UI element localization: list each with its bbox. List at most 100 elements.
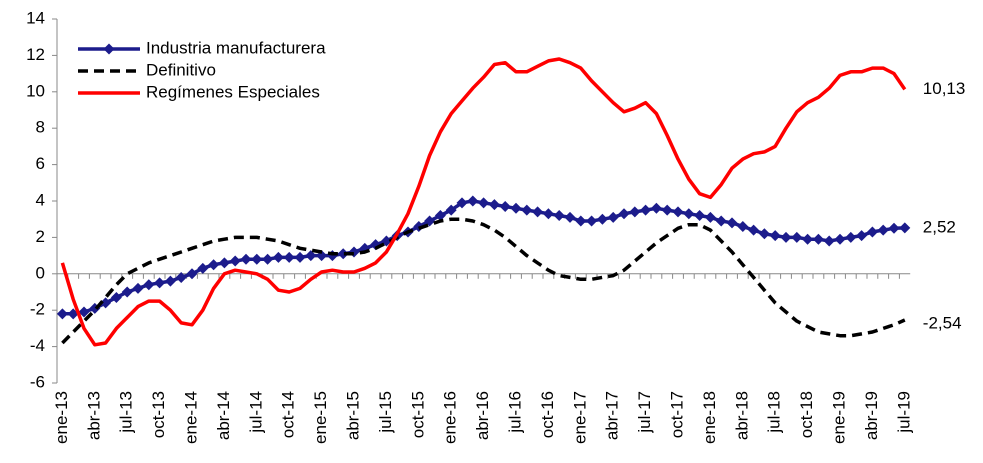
marker [467, 195, 479, 207]
x-tick-label: abr-17 [603, 391, 622, 440]
y-tick-label: 14 [26, 8, 45, 27]
marker [715, 215, 727, 227]
y-tick-label: 12 [26, 45, 45, 64]
y-tick-label: 10 [26, 81, 45, 100]
y-tick-label: -6 [30, 372, 45, 391]
marker [488, 199, 500, 211]
legend-label: Regímenes Especiales [146, 82, 320, 101]
marker [694, 210, 706, 222]
x-tick-label: jul-13 [117, 391, 136, 434]
marker [445, 204, 457, 216]
legend-marker [103, 43, 115, 55]
marker [294, 251, 306, 263]
marker [629, 206, 641, 218]
marker [229, 255, 241, 267]
x-tick-label: jul-15 [376, 391, 395, 434]
marker [175, 271, 187, 283]
marker [672, 206, 684, 218]
x-tick-label: ene-18 [700, 391, 719, 444]
x-tick-label: abr-14 [214, 391, 233, 440]
x-tick-label: jul-17 [635, 391, 654, 434]
marker [110, 291, 122, 303]
end-label: 2,52 [923, 217, 956, 236]
marker [240, 253, 252, 265]
y-tick-label: -4 [30, 336, 45, 355]
marker [121, 286, 133, 298]
x-tick-label: jul-16 [505, 391, 524, 434]
marker [305, 250, 317, 262]
marker [866, 226, 878, 238]
marker [78, 306, 90, 318]
marker [542, 208, 554, 220]
marker [823, 235, 835, 247]
marker [596, 213, 608, 225]
x-tick-label: ene-15 [311, 391, 330, 444]
marker [780, 231, 792, 243]
y-tick-label: 8 [36, 118, 45, 137]
x-tick-label: oct-14 [279, 391, 298, 438]
marker [197, 262, 209, 274]
marker [661, 204, 673, 216]
marker [650, 202, 662, 214]
marker [186, 268, 198, 280]
series-line [60, 57, 907, 347]
marker [208, 259, 220, 271]
marker [640, 204, 652, 216]
marker [812, 233, 824, 245]
x-tick-label: ene-13 [52, 391, 71, 444]
series-line [62, 199, 905, 316]
x-tick-label: abr-19 [862, 391, 881, 440]
x-tick-label: oct-15 [408, 391, 427, 438]
marker [564, 211, 576, 223]
y-tick-label: 0 [36, 263, 45, 282]
marker [802, 233, 814, 245]
marker [143, 279, 155, 291]
end-label: 10,13 [923, 79, 966, 98]
end-label: -2,54 [923, 314, 962, 333]
marker [877, 224, 889, 236]
x-tick-label: oct-18 [797, 391, 816, 438]
marker [154, 277, 166, 289]
marker [251, 253, 263, 265]
marker [791, 231, 803, 243]
x-tick-label: ene-14 [181, 391, 200, 444]
marker [553, 210, 565, 222]
x-tick-label: jul-14 [246, 391, 265, 434]
marker [262, 253, 274, 265]
marker [726, 217, 738, 229]
y-tick-label: 6 [36, 154, 45, 173]
series-line [61, 217, 906, 345]
marker [845, 231, 857, 243]
marker [434, 210, 446, 222]
marker [607, 211, 619, 223]
marker [748, 224, 760, 236]
marker [899, 222, 911, 234]
marker [618, 208, 630, 220]
x-tick-label: abr-16 [473, 391, 492, 440]
marker [683, 208, 695, 220]
marker [56, 308, 68, 320]
marker [834, 233, 846, 245]
marker [132, 282, 144, 294]
x-tick-label: ene-19 [829, 391, 848, 444]
marker [283, 251, 295, 263]
marker [337, 248, 349, 260]
x-tick-label: ene-17 [570, 391, 589, 444]
marker [100, 297, 112, 309]
x-tick-label: oct-17 [667, 391, 686, 438]
marker [478, 197, 490, 209]
marker [737, 220, 749, 232]
x-tick-label: abr-15 [343, 391, 362, 440]
x-tick-label: jul-19 [894, 391, 913, 434]
marker [758, 228, 770, 240]
marker [456, 197, 468, 209]
marker [348, 246, 360, 258]
marker [499, 200, 511, 212]
marker [218, 257, 230, 269]
marker [532, 206, 544, 218]
x-tick-label: abr-18 [732, 391, 751, 440]
y-tick-label: 4 [36, 190, 45, 209]
marker [521, 204, 533, 216]
x-tick-label: oct-13 [149, 391, 168, 438]
